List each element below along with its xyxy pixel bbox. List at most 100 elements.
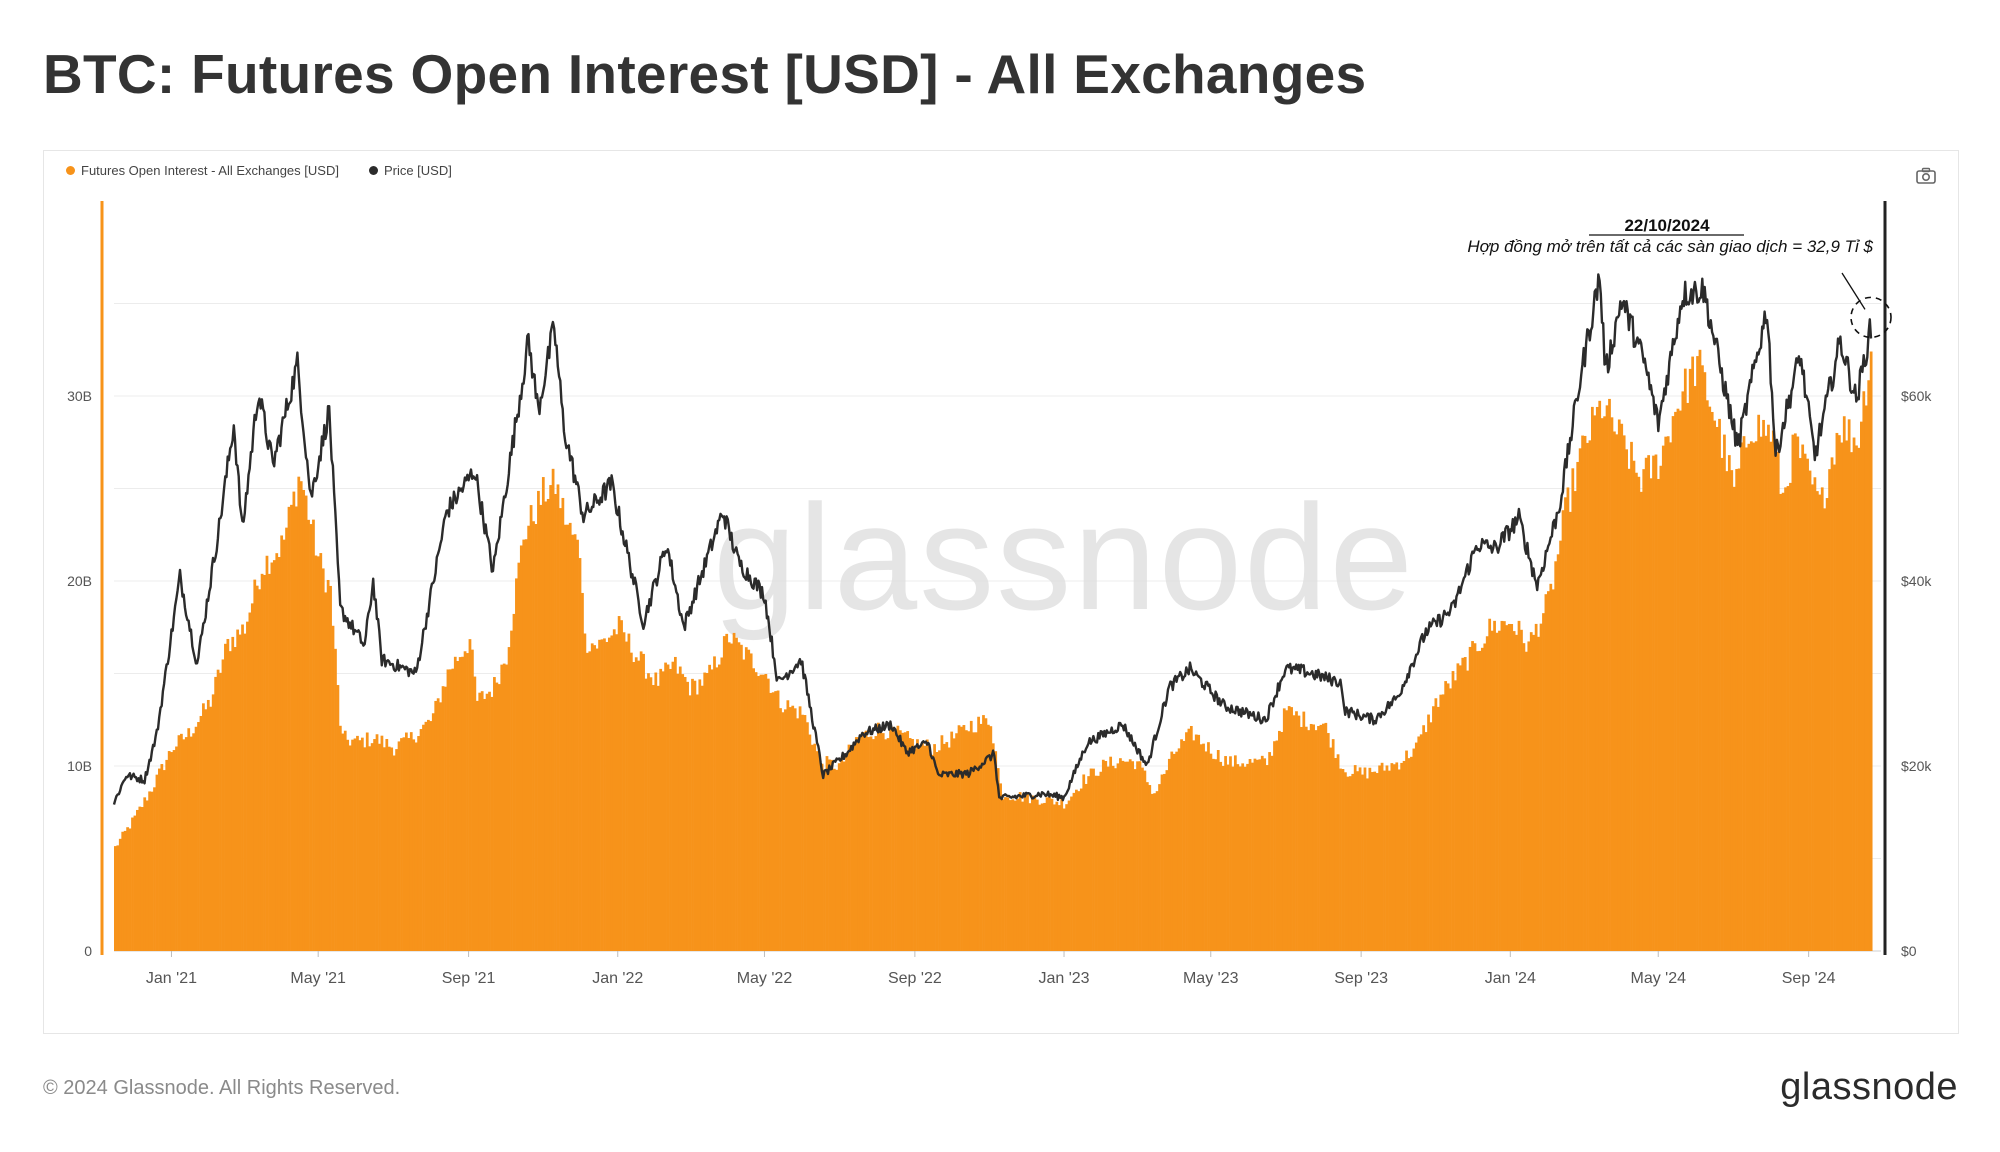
open-interest-bar bbox=[214, 676, 218, 951]
open-interest-bar bbox=[651, 685, 655, 951]
open-interest-bar bbox=[133, 815, 137, 951]
open-interest-bar bbox=[563, 524, 567, 951]
open-interest-bar bbox=[1434, 698, 1438, 951]
open-interest-bar bbox=[480, 691, 484, 951]
open-interest-bar bbox=[1300, 726, 1303, 951]
glassnode-logo[interactable]: glassnode bbox=[1780, 1066, 1958, 1108]
open-interest-bar bbox=[1368, 767, 1372, 951]
open-interest-bar bbox=[505, 664, 509, 951]
open-interest-bar bbox=[1097, 775, 1100, 951]
open-interest-bar bbox=[1529, 632, 1533, 951]
open-interest-bar bbox=[1070, 796, 1073, 951]
open-interest-bar bbox=[1395, 762, 1399, 951]
open-interest-bar bbox=[131, 817, 134, 951]
open-interest-bar bbox=[1691, 356, 1695, 952]
open-interest-bar bbox=[1723, 434, 1726, 952]
open-interest-bar bbox=[620, 620, 623, 951]
open-interest-bar bbox=[732, 632, 736, 951]
open-interest-bar bbox=[759, 674, 763, 951]
open-interest-bar bbox=[282, 539, 286, 951]
x-tick-label: Sep '21 bbox=[442, 970, 496, 987]
open-interest-bar bbox=[1715, 426, 1719, 952]
x-tick-label: Jan '22 bbox=[592, 970, 643, 987]
open-interest-bar bbox=[788, 707, 792, 951]
open-interest-bar bbox=[226, 638, 230, 951]
open-interest-bar bbox=[1004, 797, 1007, 951]
open-interest-bar bbox=[864, 730, 868, 951]
open-interest-bar bbox=[153, 787, 156, 951]
open-interest-bar bbox=[1840, 442, 1844, 951]
open-interest-bar bbox=[500, 664, 504, 951]
open-interest-bar bbox=[219, 672, 222, 951]
open-interest-bar bbox=[1449, 688, 1452, 951]
open-interest-bar bbox=[1664, 436, 1668, 951]
open-interest-bar bbox=[194, 726, 198, 951]
open-interest-bar bbox=[1679, 410, 1682, 952]
open-interest-bar bbox=[982, 715, 985, 951]
open-interest-bar bbox=[1302, 711, 1306, 951]
open-interest-bar bbox=[224, 643, 227, 951]
open-interest-bar bbox=[686, 681, 689, 951]
open-interest-bar bbox=[911, 739, 914, 951]
open-interest-bar bbox=[1713, 420, 1717, 952]
open-interest-bar bbox=[1028, 803, 1032, 951]
open-interest-bar bbox=[1104, 761, 1108, 951]
open-interest-bar bbox=[634, 657, 638, 951]
open-interest-bar bbox=[478, 692, 482, 951]
open-interest-bar bbox=[622, 632, 626, 951]
open-interest-bar bbox=[400, 738, 403, 951]
open-interest-bar bbox=[1757, 414, 1761, 951]
open-interest-bar bbox=[598, 639, 601, 951]
open-interest-bar bbox=[859, 736, 863, 951]
open-interest-bar bbox=[1373, 771, 1377, 951]
open-interest-bar bbox=[1290, 707, 1293, 951]
open-interest-bar bbox=[612, 629, 616, 951]
open-interest-bar bbox=[1573, 491, 1577, 951]
open-interest-bar bbox=[128, 828, 132, 951]
open-interest-bar bbox=[1669, 442, 1673, 951]
open-interest-bar bbox=[1075, 789, 1078, 951]
open-interest-bar bbox=[1270, 755, 1274, 951]
open-interest-bar bbox=[1556, 554, 1560, 951]
open-interest-bar bbox=[1329, 747, 1333, 951]
y-left-tick-label: 30B bbox=[67, 388, 92, 404]
open-interest-bar bbox=[114, 846, 117, 951]
open-interest-bar bbox=[365, 732, 369, 951]
legend-item-open-interest[interactable]: Futures Open Interest - All Exchanges [U… bbox=[66, 163, 339, 178]
open-interest-bar bbox=[515, 578, 518, 951]
open-interest-bar bbox=[370, 743, 374, 951]
open-interest-bar bbox=[1057, 805, 1061, 951]
open-interest-bar bbox=[172, 750, 176, 951]
open-interest-bar bbox=[554, 493, 557, 951]
open-interest-bar bbox=[999, 783, 1002, 951]
y-left-tick-label: 20B bbox=[67, 573, 92, 589]
open-interest-bar bbox=[192, 733, 195, 951]
open-interest-bar bbox=[1172, 753, 1176, 951]
open-interest-bar bbox=[1559, 540, 1562, 951]
legend-item-price[interactable]: Price [USD] bbox=[368, 163, 452, 178]
open-interest-bar bbox=[713, 656, 716, 951]
open-interest-bar bbox=[488, 691, 491, 951]
open-interest-bar bbox=[1855, 445, 1858, 951]
open-interest-bar bbox=[1588, 440, 1592, 951]
open-interest-bar bbox=[671, 661, 675, 951]
open-interest-bar bbox=[862, 732, 866, 951]
open-interest-bar bbox=[869, 736, 873, 951]
open-interest-bar bbox=[471, 649, 474, 951]
open-interest-bar bbox=[1485, 636, 1489, 951]
open-interest-bar bbox=[1260, 755, 1264, 951]
open-interest-bar bbox=[331, 625, 335, 951]
open-interest-bar bbox=[1554, 561, 1558, 951]
open-interest-bar bbox=[960, 726, 963, 951]
open-interest-bar bbox=[722, 636, 726, 951]
open-interest-bar bbox=[947, 747, 951, 951]
open-interest-bar bbox=[1405, 750, 1408, 951]
open-interest-bar bbox=[607, 637, 611, 951]
open-interest-bar bbox=[1133, 769, 1137, 951]
camera-icon[interactable] bbox=[1914, 165, 1938, 187]
open-interest-bar bbox=[121, 831, 125, 951]
open-interest-bar bbox=[1620, 423, 1624, 951]
open-interest-bar bbox=[1595, 406, 1599, 952]
open-interest-bar bbox=[1688, 368, 1692, 951]
open-interest-bar bbox=[1312, 724, 1315, 951]
